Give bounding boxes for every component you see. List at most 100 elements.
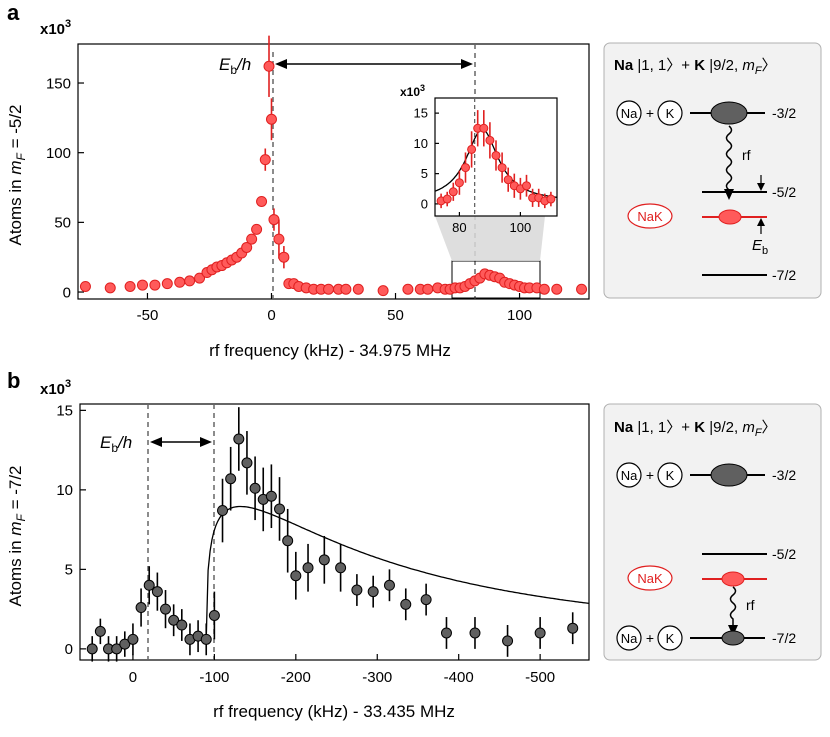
inset-data-points bbox=[436, 110, 556, 209]
x-tick-label: 80 bbox=[452, 220, 466, 235]
panel-b-letter: b bbox=[7, 368, 20, 393]
data-point bbox=[143, 579, 155, 591]
panel-b-xlabel: rf frequency (kHz) - 33.435 MHz bbox=[213, 702, 455, 721]
x-tick-label: -100 bbox=[199, 669, 229, 686]
data-point bbox=[241, 457, 253, 469]
y-tick-label: 150 bbox=[46, 75, 71, 92]
y-tick-label: 0 bbox=[65, 641, 73, 658]
data-point bbox=[567, 622, 579, 634]
data-point bbox=[503, 175, 513, 185]
y-tick-label: 10 bbox=[56, 482, 73, 499]
data-point bbox=[274, 503, 286, 515]
panel-a-letter: a bbox=[7, 0, 20, 25]
panel-b-data-points bbox=[86, 407, 579, 662]
inset-multiplier: x103 bbox=[400, 83, 425, 99]
x-tick-label: -200 bbox=[281, 669, 311, 686]
data-point bbox=[422, 283, 434, 295]
data-point bbox=[241, 241, 253, 253]
panel-a-eb-arrowhead-left bbox=[275, 59, 287, 69]
data-point bbox=[534, 627, 546, 639]
y-tick-label: 0 bbox=[63, 284, 71, 301]
diagram-b-k-atom-bottom bbox=[657, 625, 683, 651]
inset: x103 80 100 0 5 10 15 bbox=[400, 83, 558, 235]
data-point bbox=[217, 505, 229, 517]
data-point bbox=[151, 586, 163, 598]
diagram-b-nak-label-ellipse bbox=[627, 565, 673, 591]
data-point bbox=[454, 178, 464, 188]
diagram-a-level-top-label: -3/2 bbox=[772, 105, 796, 121]
diagram-a-eb-label: Eb bbox=[752, 237, 768, 257]
diagram-a-eb-arrowhead-top bbox=[757, 183, 765, 191]
diagram-b: Na |1, 1〉+ K |9/2, mF〉 Na + K -3/2 -5/2 … bbox=[603, 403, 822, 661]
data-point bbox=[467, 144, 477, 154]
data-point bbox=[149, 279, 161, 291]
data-point bbox=[576, 283, 588, 295]
x-tick-label: 0 bbox=[129, 669, 137, 686]
y-tick-label: 15 bbox=[414, 106, 428, 121]
panel-a-eb-label: Eb/h bbox=[219, 55, 251, 77]
panel-a-ylabel: Atoms in mF = -5/2 bbox=[6, 104, 28, 245]
diagram-b-na-label-bottom: Na bbox=[621, 631, 638, 646]
data-point bbox=[124, 280, 136, 292]
data-point bbox=[136, 279, 148, 291]
panel-b-eb-arrowhead-left bbox=[150, 437, 162, 447]
data-point bbox=[160, 603, 172, 615]
diagram-a-rf-label: rf bbox=[742, 147, 751, 163]
data-point bbox=[551, 283, 563, 295]
data-point bbox=[323, 283, 335, 295]
diagram-b-level-bottom-label: -7/2 bbox=[772, 630, 796, 646]
data-point bbox=[479, 123, 489, 133]
data-point bbox=[174, 276, 186, 288]
panel-b-eb-arrowhead-right bbox=[200, 437, 212, 447]
diagram-a-rf-wavy-arrow bbox=[725, 125, 733, 191]
data-point bbox=[383, 579, 395, 591]
data-point bbox=[402, 283, 414, 295]
x-tick-label: -50 bbox=[137, 307, 159, 324]
panel-b-ylabel: Atoms in mF = -7/2 bbox=[6, 465, 28, 606]
diagram-a-box bbox=[603, 42, 822, 299]
data-point bbox=[135, 602, 147, 614]
panel-a: a x103 Atoms in mF = -5/2 rf frequency (… bbox=[6, 0, 590, 360]
data-point bbox=[127, 633, 139, 645]
data-point bbox=[538, 283, 550, 295]
diagram-b-na-atom-top bbox=[616, 462, 642, 488]
data-point bbox=[448, 187, 458, 197]
data-point bbox=[249, 482, 261, 494]
x-tick-label: -500 bbox=[525, 669, 555, 686]
data-point bbox=[79, 280, 91, 292]
diagram-b-na-atom-bottom bbox=[616, 625, 642, 651]
data-point bbox=[256, 195, 268, 207]
y-tick-label: 50 bbox=[54, 215, 71, 232]
diagram-b-molecule-state bbox=[721, 571, 745, 587]
panel-b-fit-curve bbox=[205, 505, 590, 640]
diagram-a-state-top bbox=[710, 101, 748, 125]
data-point bbox=[491, 150, 501, 160]
diagram-a-title: Na |1, 1〉+ K |9/2, mF〉 bbox=[614, 57, 777, 77]
diagram-b-box bbox=[603, 403, 822, 661]
diagram-b-level-mid-label: -5/2 bbox=[772, 546, 796, 562]
diagram-b-title: Na |1, 1〉+ K |9/2, mF〉 bbox=[614, 419, 777, 439]
data-point bbox=[194, 272, 206, 284]
data-point bbox=[268, 214, 280, 226]
diagram-a: Na |1, 1〉+ K |9/2, mF〉 Na + K -3/2 rf -5… bbox=[603, 42, 822, 299]
diagram-b-plus-top: + bbox=[646, 467, 654, 483]
diagram-a-plus: + bbox=[646, 105, 654, 121]
data-point bbox=[246, 233, 258, 245]
diagram-b-k-label-bottom: K bbox=[666, 631, 675, 646]
panel-b-plot-frame bbox=[79, 403, 590, 661]
data-point bbox=[233, 433, 245, 445]
diagram-b-rf-wavy-arrow bbox=[729, 586, 737, 626]
data-point bbox=[259, 154, 271, 166]
diagram-a-nak-label: NaK bbox=[637, 209, 663, 224]
data-point bbox=[251, 223, 263, 235]
data-point bbox=[497, 163, 507, 173]
y-tick-label: 0 bbox=[421, 196, 428, 211]
data-point bbox=[442, 194, 452, 204]
y-tick-label: 5 bbox=[65, 562, 73, 579]
diagram-a-k-label: K bbox=[666, 106, 675, 121]
data-point bbox=[184, 275, 196, 287]
diagram-b-state-top bbox=[710, 463, 748, 487]
x-tick-label: 100 bbox=[510, 220, 532, 235]
y-tick-label: 5 bbox=[421, 166, 428, 181]
